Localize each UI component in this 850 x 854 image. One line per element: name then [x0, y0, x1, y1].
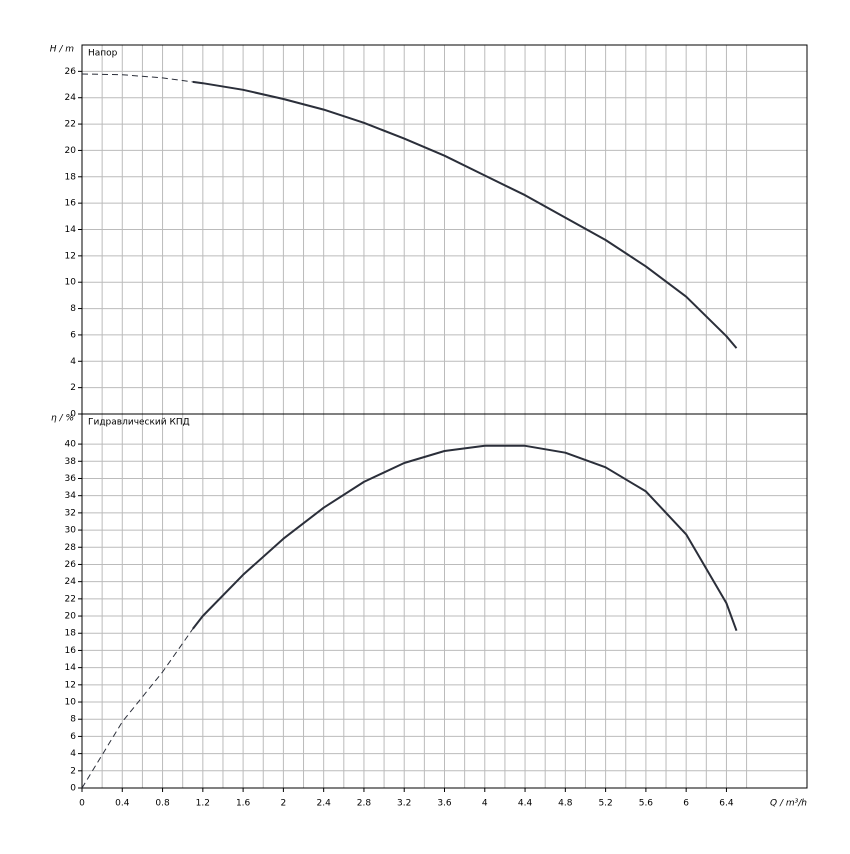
panel-label: Гидравлический КПД: [88, 418, 190, 428]
y-tick-label: 24: [65, 93, 77, 103]
x-tick-label: 3.6: [437, 799, 452, 809]
x-tick-label: 2.4: [317, 799, 332, 809]
x-tick-label: 0.4: [115, 799, 130, 809]
y-tick-label: 14: [65, 663, 77, 673]
y-tick-label: 2: [70, 383, 76, 393]
y-tick-label: 20: [65, 612, 77, 622]
x-tick-label: 2.8: [357, 799, 372, 809]
x-tick-label: 1.6: [236, 799, 251, 809]
y-tick-label: 34: [65, 491, 77, 501]
x-tick-label: 1.2: [196, 799, 210, 809]
y-tick-label: 26: [65, 560, 77, 570]
y-tick-label: 32: [65, 508, 76, 518]
y-tick-label: 6: [70, 330, 76, 340]
y-tick-label: 18: [65, 172, 77, 182]
y-tick-label: 20: [65, 146, 77, 156]
y-tick-label: 28: [65, 543, 77, 553]
y-tick-label: 22: [65, 120, 76, 130]
y-tick-label: 10: [65, 698, 77, 708]
x-tick-label: 4: [482, 799, 488, 809]
y-tick-label: 22: [65, 594, 76, 604]
y-tick-label: 8: [70, 304, 76, 314]
x-tick-label: 5.2: [598, 799, 612, 809]
y-tick-label: 16: [65, 646, 77, 656]
x-tick-label: 5.6: [639, 799, 654, 809]
x-tick-label: 4.4: [518, 799, 533, 809]
y-tick-label: 12: [65, 251, 76, 261]
y-axis-label: H / m: [50, 45, 75, 55]
y-tick-label: 4: [70, 357, 76, 367]
y-tick-label: 18: [65, 629, 77, 639]
curve: [192, 80, 738, 349]
x-axis-label: Q / m³/h: [770, 799, 807, 809]
x-tick-label: 3.2: [397, 799, 411, 809]
x-tick-label: 0.8: [155, 799, 170, 809]
y-tick-label: 2: [70, 766, 76, 776]
y-axis-label: η / %: [51, 414, 74, 424]
x-tick-label: 0: [79, 799, 85, 809]
x-tick-label: 6.4: [719, 799, 734, 809]
y-tick-label: 14: [65, 225, 77, 235]
curve: [81, 628, 194, 789]
y-tick-label: 16: [65, 199, 77, 209]
y-tick-label: 0: [70, 410, 76, 420]
curve: [81, 73, 193, 83]
y-tick-label: 26: [65, 67, 77, 77]
x-tick-label: 6: [683, 799, 689, 809]
y-tick-label: 24: [65, 577, 77, 587]
x-tick-label: 2: [281, 799, 287, 809]
y-tick-label: 8: [70, 715, 76, 725]
y-tick-label: 40: [65, 440, 77, 450]
curve: [192, 444, 738, 632]
y-tick-label: 12: [65, 680, 76, 690]
y-tick-label: 0: [70, 784, 76, 794]
y-tick-label: 36: [65, 474, 77, 484]
y-tick-label: 6: [70, 732, 76, 742]
x-tick-label: 4.8: [558, 799, 573, 809]
panel-label: Напор: [88, 49, 118, 59]
y-tick-label: 30: [65, 526, 77, 536]
y-tick-label: 10: [65, 278, 77, 288]
y-tick-label: 38: [65, 457, 77, 467]
y-tick-label: 4: [70, 749, 76, 759]
